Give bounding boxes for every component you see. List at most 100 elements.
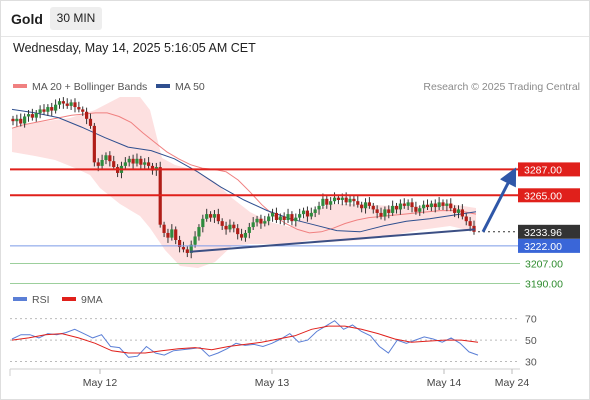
candle-body <box>174 229 178 240</box>
candle-body <box>197 227 201 237</box>
moving-average-lines <box>11 108 477 234</box>
bollinger-band <box>12 97 476 268</box>
candle-body <box>422 204 426 209</box>
candle-body <box>247 227 251 233</box>
candle-body <box>367 202 372 206</box>
candle-body <box>267 216 271 222</box>
candle-body <box>46 107 50 112</box>
ma20-line <box>11 112 477 234</box>
candle-body <box>224 225 228 230</box>
candle-body <box>108 155 112 162</box>
candle-body <box>34 112 38 118</box>
header-divider <box>0 36 590 37</box>
price-levels: 3287.00 3265.00 3233.96 3222.00 3207.00 3190.… <box>10 162 580 291</box>
candle-body <box>57 101 62 105</box>
price-level-label: 3207.00 <box>525 259 563 271</box>
chart-datetime: Wednesday, May 14, 2025 5:16:05 AM CET <box>13 41 256 55</box>
price-level-tag <box>518 188 580 203</box>
candle-body <box>394 205 399 210</box>
candlesticks <box>11 97 476 259</box>
rsi-level-label: 30 <box>525 357 537 369</box>
candle-body <box>38 109 42 113</box>
candle-body <box>321 198 325 206</box>
ma50-legend-label: MA 50 <box>175 81 205 93</box>
candle-body <box>50 107 54 111</box>
price-level-label: 3287.00 <box>524 164 562 176</box>
candle-body <box>73 102 77 108</box>
candle-body <box>212 214 217 218</box>
timeframe-badge[interactable]: 30 MIN <box>50 7 102 30</box>
candle-body <box>340 197 344 200</box>
x-tick-label: May 24 <box>495 377 530 389</box>
candle-body <box>131 158 135 164</box>
rsi-legend-label: RSI <box>32 294 50 306</box>
candle-body <box>143 162 147 165</box>
ma9-line <box>11 325 479 354</box>
candle-body <box>69 102 73 106</box>
candle-body <box>216 214 220 222</box>
rsi-level-label: 70 <box>525 314 537 326</box>
candle-body <box>77 107 81 110</box>
candle-body <box>456 209 461 213</box>
candle-body <box>220 221 224 226</box>
candle-body <box>189 244 193 253</box>
candle-body <box>23 116 27 124</box>
candle-body <box>445 203 449 206</box>
candle-body <box>332 197 337 202</box>
candle-body <box>185 249 189 253</box>
candle-body <box>344 197 348 203</box>
x-tick-label: May 13 <box>255 377 290 389</box>
candle-body <box>391 205 395 213</box>
candle-body <box>309 212 313 217</box>
candle-body <box>406 202 410 206</box>
rsi-level-label: 50 <box>525 335 537 347</box>
price-level-label: 3233.96 <box>524 227 562 239</box>
candle-body <box>239 234 244 238</box>
candle-body <box>298 214 302 218</box>
candle-body <box>441 202 445 206</box>
price-level-tag <box>518 238 580 253</box>
candle-body <box>15 118 19 122</box>
candle-body <box>336 197 341 200</box>
candle-body <box>460 209 464 217</box>
candle-body <box>162 224 166 233</box>
candle-body <box>236 228 240 235</box>
candle-body <box>402 203 406 206</box>
price-level-label: 3265.00 <box>524 190 562 202</box>
projection-arrow <box>481 167 517 233</box>
rsi-legend-swatch <box>13 297 27 301</box>
candle-body <box>208 214 213 218</box>
candle-body <box>263 221 267 224</box>
candle-body <box>92 125 96 163</box>
candle-body <box>146 162 151 166</box>
candle-body <box>313 209 317 213</box>
candle-body <box>379 212 383 217</box>
candle-body <box>410 202 414 208</box>
candle-body <box>294 217 298 222</box>
candle-body <box>96 162 100 166</box>
rsi-line <box>11 320 479 358</box>
candle-body <box>123 162 127 166</box>
candle-body <box>205 214 209 219</box>
candle-body <box>468 221 472 226</box>
candle-body <box>104 155 108 160</box>
candle-body <box>181 247 186 250</box>
candle-body <box>85 111 89 119</box>
candle-body <box>42 109 46 112</box>
ma50-line <box>11 108 477 233</box>
candle-body <box>325 198 329 205</box>
candle-body <box>100 160 104 166</box>
candle-body <box>398 203 402 210</box>
candle-body <box>305 210 310 217</box>
price-level-tag <box>518 224 580 239</box>
candle-body <box>139 158 143 165</box>
top-bar: Gold 30 MIN <box>0 0 590 36</box>
x-axis-ticks: May 12 May 13 May 14 May 24 <box>83 369 530 389</box>
candle-body <box>414 207 418 212</box>
candle-body <box>112 161 116 168</box>
candle-body <box>375 209 379 213</box>
candle-body <box>166 232 170 238</box>
x-tick-label: May 12 <box>83 377 118 389</box>
price-level-label: 3222.00 <box>524 241 562 253</box>
